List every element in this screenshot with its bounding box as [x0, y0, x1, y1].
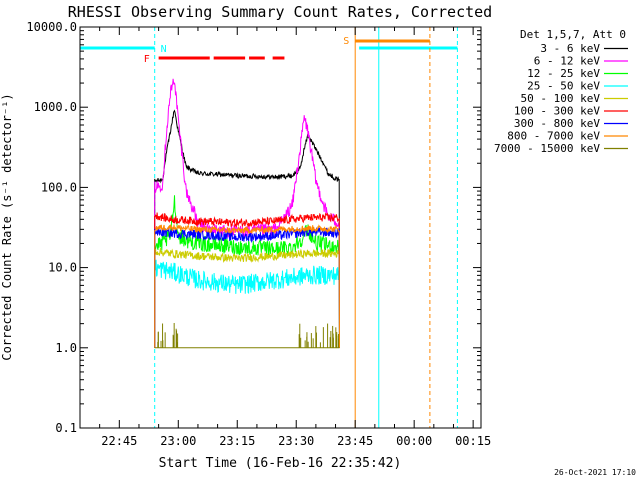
series-layer: [154, 78, 340, 349]
y-tick-label: 1.0: [55, 341, 77, 355]
night-marker-label: N: [161, 44, 167, 55]
legend-title: Det 1,5,7, Att 0: [520, 28, 626, 41]
flare-marker-label: F: [144, 54, 150, 65]
y-tick-label: 10.0: [48, 261, 77, 275]
y-tick-label: 0.1: [55, 421, 77, 435]
series-line: [154, 226, 340, 348]
x-tick-label: 00:00: [396, 434, 432, 448]
x-tick-label: 23:15: [219, 434, 255, 448]
legend-item-label: 50 - 100 keV: [521, 92, 601, 105]
series-line: [154, 224, 340, 348]
x-tick-label: 23:45: [337, 434, 373, 448]
y-axis: 10000.0 1000.0 100.0 10.0 1.0 0.1: [26, 20, 481, 435]
chart-title: RHESSI Observing Summary Count Rates, Co…: [68, 3, 492, 21]
series-line: [154, 248, 340, 348]
x-tick-label: 00:15: [455, 434, 491, 448]
legend-item-label: 6 - 12 keV: [534, 55, 601, 68]
legend-item-label: 7000 - 15000 keV: [494, 142, 600, 155]
y-tick-label: 100.0: [41, 180, 77, 194]
y-tick-label: 1000.0: [34, 100, 77, 114]
x-tick-label: 23:00: [160, 434, 196, 448]
legend-item-label: 800 - 7000 keV: [507, 130, 600, 143]
x-axis: 22:45 23:00 23:15 23:30 23:45 00:00 00:15: [79, 27, 491, 448]
legend-item-label: 300 - 800 keV: [514, 117, 600, 130]
y-tick-label: 10000.0: [26, 20, 77, 34]
x-tick-label: 23:30: [278, 434, 314, 448]
legend-item-label: 25 - 50 keV: [527, 80, 600, 93]
x-axis-label: Start Time (16-Feb-16 22:35:42): [159, 456, 402, 471]
x-tick-label: 22:45: [101, 434, 137, 448]
series-line: [154, 212, 340, 348]
timestamp-label: 26-Oct-2021 17:10: [554, 468, 636, 477]
series-line: [154, 259, 340, 348]
series-line: [154, 78, 340, 348]
legend-item-label: 100 - 300 keV: [514, 105, 600, 118]
annotation-layer: NF S: [80, 27, 458, 428]
legend-item-label: 3 - 6 keV: [540, 42, 600, 55]
y-axis-label: Corrected Count Rate (s⁻¹ detector⁻¹): [0, 93, 14, 360]
saa-marker-label: S: [343, 36, 349, 47]
plot-frame: [79, 26, 482, 429]
legend-item-label: 12 - 25 keV: [527, 67, 600, 80]
